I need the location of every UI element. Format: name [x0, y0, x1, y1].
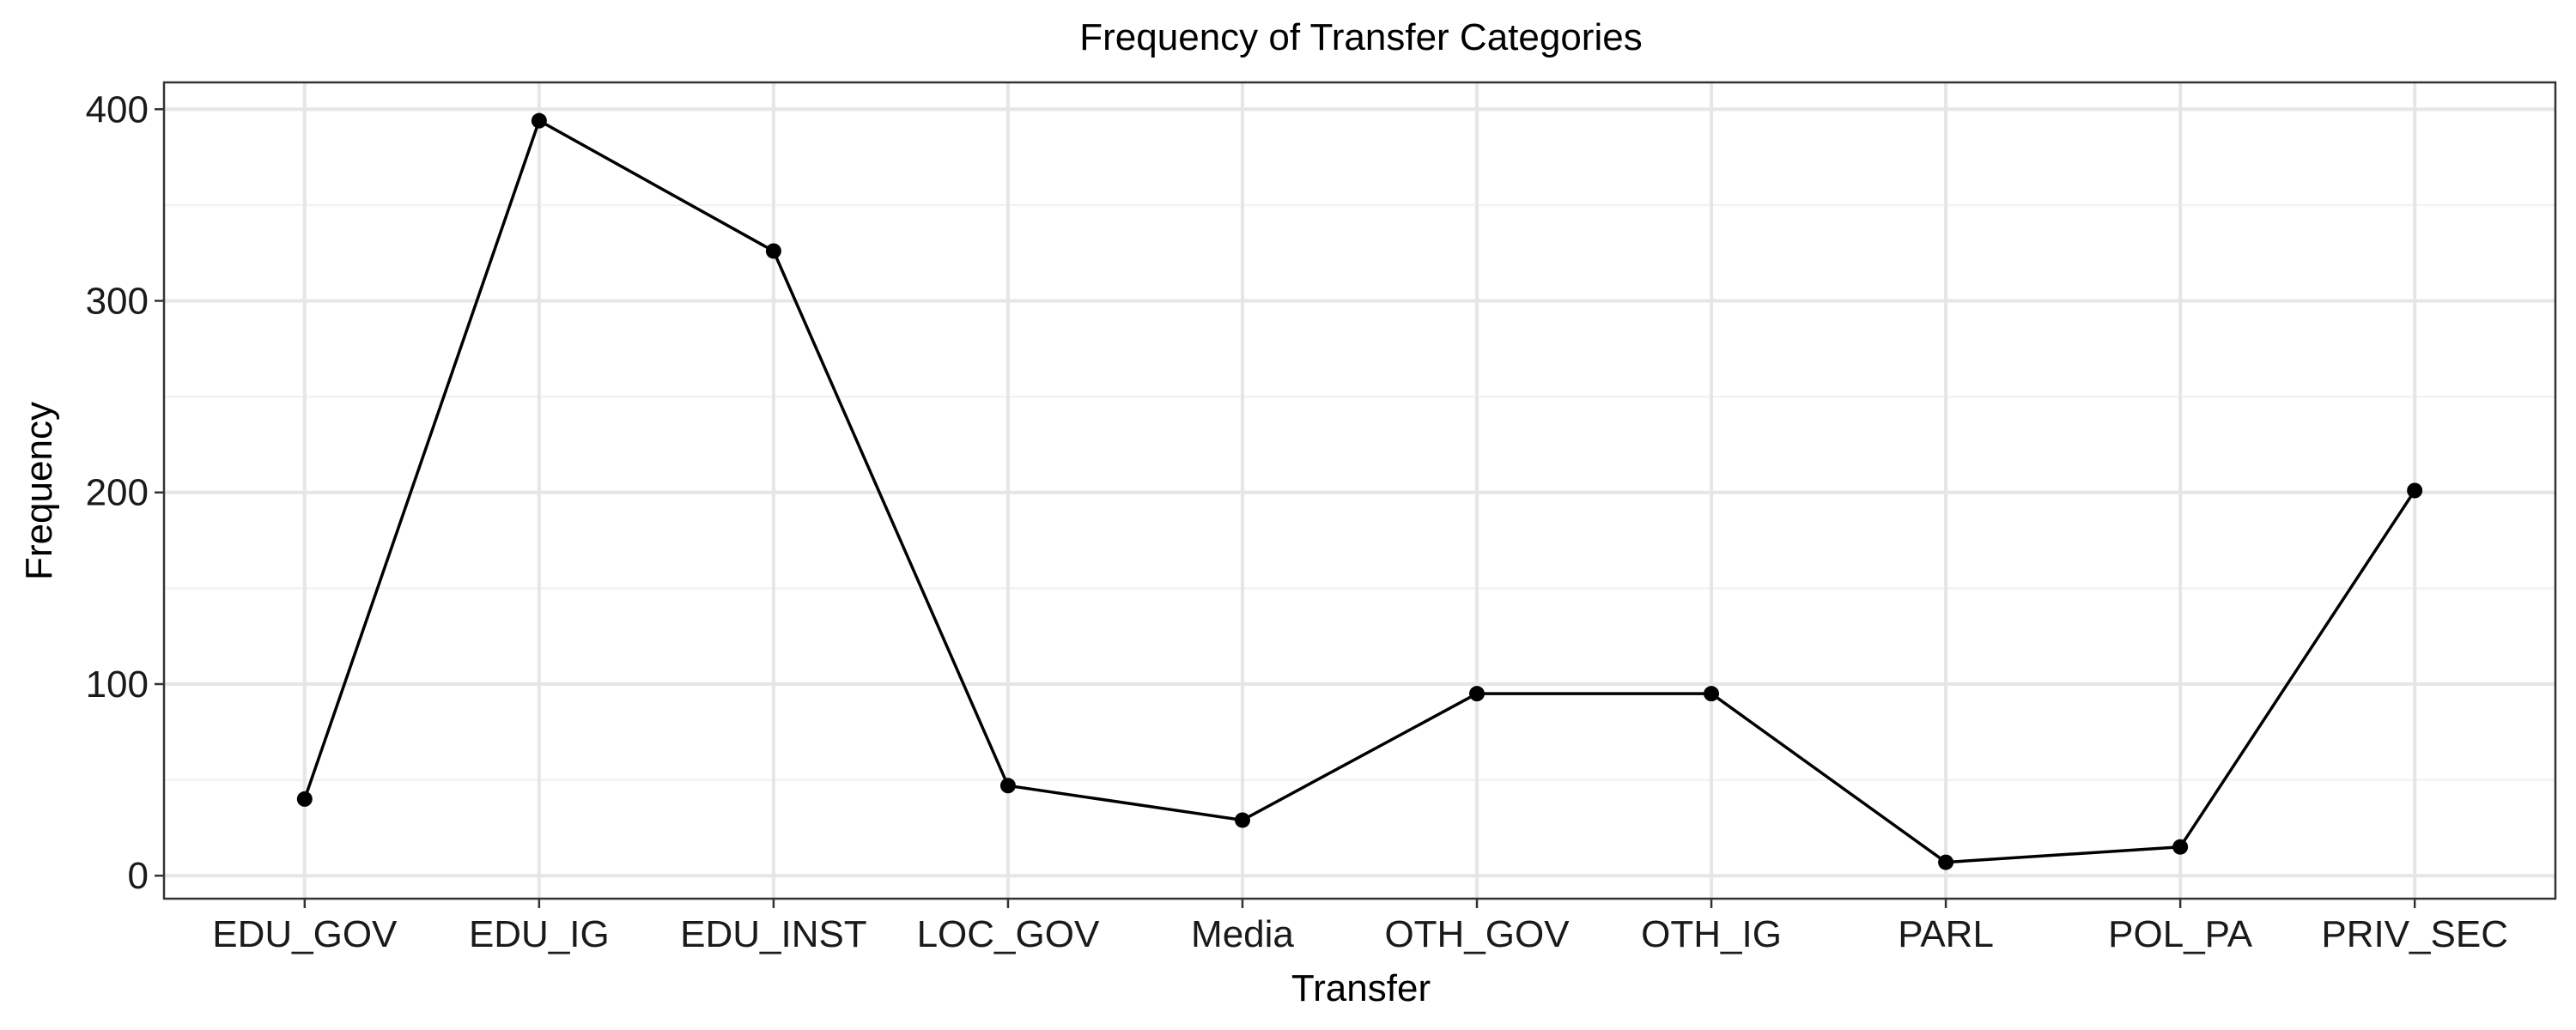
y-tick-label: 300: [86, 280, 149, 322]
y-tick-label: 0: [128, 855, 149, 897]
y-tick-label: 400: [86, 88, 149, 130]
plot-panel: [162, 81, 2557, 900]
y-tick-label: 100: [86, 663, 149, 706]
x-axis-title: Transfer: [1291, 967, 1431, 1009]
x-tick-label: PRIV_SEC: [2321, 913, 2508, 955]
axes: 0 100 200 300 400 EDU_GOV EDU_IG EDU_INST LOC_GO…: [86, 88, 2508, 955]
data-point: [1234, 812, 1250, 828]
x-tick-label: LOC_GOV: [917, 913, 1100, 955]
data-point: [999, 778, 1016, 794]
data-point: [531, 112, 547, 129]
data-point: [765, 243, 781, 259]
data-point: [1469, 686, 1485, 702]
chart-title: Frequency of Transfer Categories: [1079, 16, 1642, 58]
y-tick-label: 200: [86, 472, 149, 514]
data-point: [296, 791, 313, 807]
data-point: [2407, 482, 2423, 499]
grid: [164, 82, 2555, 899]
series-line: [303, 118, 2416, 864]
x-tick-label: OTH_GOV: [1384, 913, 1570, 955]
x-tick-label: POL_PA: [2108, 913, 2253, 955]
x-tick-label: OTH_IG: [1641, 913, 1782, 955]
data-points: [296, 112, 2423, 870]
data-point: [1938, 854, 1954, 870]
x-tick-label: EDU_INST: [680, 913, 867, 955]
data-point: [2172, 839, 2189, 855]
x-tick-label: EDU_IG: [469, 913, 610, 955]
y-axis-title: Frequency: [18, 402, 60, 580]
x-tick-label: EDU_GOV: [212, 913, 398, 955]
data-point: [1704, 686, 1720, 702]
x-tick-label: Media: [1191, 913, 1294, 955]
x-tick-label: PARL: [1898, 913, 1994, 955]
